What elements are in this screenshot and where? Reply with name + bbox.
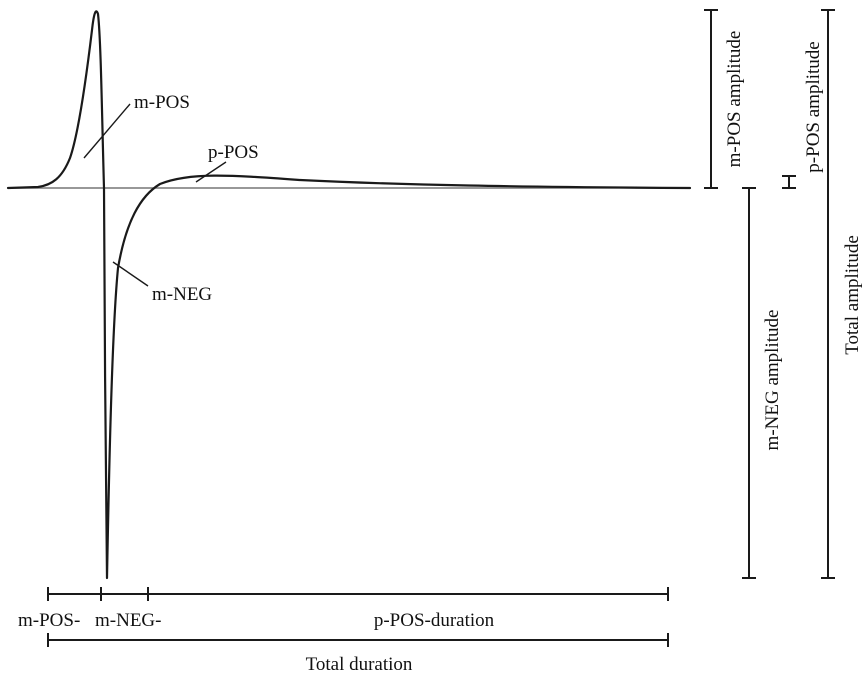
total-duration-label: Total duration xyxy=(306,654,413,675)
m-neg-leader xyxy=(112,261,149,287)
total-amplitude-bracket xyxy=(821,9,835,579)
total-amplitude-label: Total amplitude xyxy=(842,235,863,355)
p-pos-amplitude-bracket xyxy=(782,175,796,189)
p-pos-amplitude-label: p-POS amplitude xyxy=(803,41,824,172)
m-pos-leader xyxy=(83,103,131,159)
duration-scale xyxy=(47,587,669,601)
total-duration-scale xyxy=(47,633,669,647)
m-neg-amplitude-bracket xyxy=(742,187,756,579)
m-neg-amplitude-label: m-NEG amplitude xyxy=(762,310,783,451)
m-neg-label: m-NEG xyxy=(152,284,212,305)
waveform-trace xyxy=(6,10,692,580)
p-pos-label: p-POS xyxy=(208,142,259,163)
m-pos-label: m-POS xyxy=(134,92,190,113)
m-pos-amplitude-bracket xyxy=(704,9,718,189)
p-pos-duration-label: p-POS-duration xyxy=(374,610,495,631)
m-pos-amplitude-label: m-POS amplitude xyxy=(724,31,745,168)
p-pos-leader xyxy=(195,161,227,183)
m-pos-duration-label: m-POS- xyxy=(18,610,80,631)
m-neg-duration-label: m-NEG- xyxy=(95,610,161,631)
